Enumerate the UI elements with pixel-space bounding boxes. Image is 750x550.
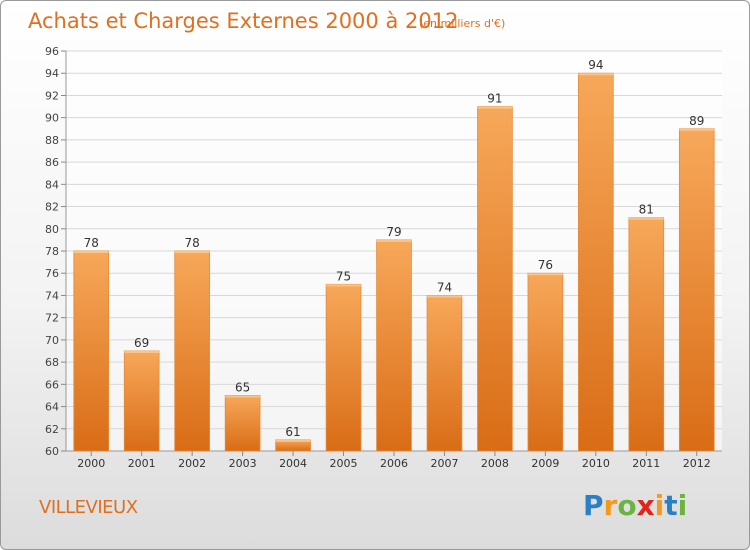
y-tick-label: 60 bbox=[45, 445, 59, 458]
y-tick-label: 76 bbox=[45, 267, 59, 280]
y-tick-label: 80 bbox=[45, 223, 59, 236]
bar-highlight bbox=[225, 395, 261, 398]
logo-letter: i bbox=[677, 489, 688, 522]
bar bbox=[426, 295, 463, 452]
data-label: 65 bbox=[235, 380, 250, 394]
bar bbox=[628, 217, 665, 452]
bar-highlight bbox=[73, 251, 109, 253]
y-tick-label: 68 bbox=[45, 356, 59, 369]
bar bbox=[123, 350, 160, 452]
bar bbox=[578, 72, 614, 452]
bar bbox=[527, 272, 564, 452]
data-label: 61 bbox=[285, 425, 300, 439]
x-tick-label: 2006 bbox=[380, 457, 408, 470]
x-tick-label: 2004 bbox=[279, 457, 307, 470]
logo-letter: t bbox=[664, 489, 678, 522]
data-label: 78 bbox=[84, 236, 99, 250]
logo-letter: o bbox=[617, 489, 637, 522]
bar-highlight bbox=[578, 73, 614, 76]
y-tick-label: 62 bbox=[45, 423, 59, 436]
bar-highlight bbox=[427, 295, 462, 298]
y-tick-label: 78 bbox=[45, 245, 59, 258]
bar-highlight bbox=[326, 284, 361, 287]
bar bbox=[73, 250, 110, 452]
data-label: 79 bbox=[386, 225, 401, 239]
y-tick-label: 84 bbox=[45, 178, 59, 191]
chart-title: Achats et Charges Externes 2000 à 2012 bbox=[28, 9, 459, 33]
x-tick-label: 2002 bbox=[178, 457, 206, 470]
y-tick-label: 64 bbox=[45, 401, 59, 414]
x-tick-label: 2007 bbox=[430, 457, 458, 470]
bar bbox=[325, 283, 362, 452]
y-tick-label: 66 bbox=[45, 378, 59, 391]
data-label: 75 bbox=[336, 269, 351, 283]
bar bbox=[678, 128, 715, 452]
bar-highlight bbox=[376, 239, 412, 242]
logo-letter: x bbox=[636, 489, 655, 522]
x-tick-label: 2009 bbox=[531, 457, 559, 470]
bar-highlight bbox=[124, 351, 160, 353]
y-tick-label: 72 bbox=[45, 312, 59, 325]
bar bbox=[174, 250, 210, 452]
x-tick-label: 2000 bbox=[77, 457, 105, 470]
y-tick-label: 88 bbox=[45, 134, 59, 147]
bar-highlight bbox=[174, 251, 210, 253]
data-label: 91 bbox=[487, 92, 502, 106]
logo-letter: r bbox=[603, 489, 618, 522]
x-tick-label: 2012 bbox=[683, 457, 711, 470]
bar-highlight bbox=[679, 128, 715, 131]
y-tick-label: 92 bbox=[45, 89, 59, 102]
x-tick-label: 2008 bbox=[481, 457, 509, 470]
data-label: 74 bbox=[437, 280, 452, 294]
logo-letter: i bbox=[654, 489, 665, 522]
data-label: 78 bbox=[185, 236, 200, 250]
y-tick-label: 94 bbox=[45, 67, 59, 80]
x-tick-label: 2003 bbox=[229, 457, 257, 470]
y-tick-label: 70 bbox=[45, 334, 59, 347]
chart-subtitle: (en milliers d'€) bbox=[419, 17, 506, 30]
location-label: VILLEVIEUX bbox=[39, 497, 138, 518]
bar bbox=[224, 395, 261, 452]
logo-letter: P bbox=[583, 489, 604, 522]
y-tick-label: 90 bbox=[45, 112, 59, 125]
data-label: 81 bbox=[639, 203, 654, 217]
x-tick-label: 2001 bbox=[128, 457, 156, 470]
y-tick-label: 96 bbox=[45, 45, 59, 58]
y-tick-label: 74 bbox=[45, 289, 59, 302]
x-tick-label: 2005 bbox=[330, 457, 358, 470]
bar-highlight bbox=[275, 439, 311, 442]
data-label: 76 bbox=[538, 258, 553, 272]
y-tick-label: 86 bbox=[45, 156, 59, 169]
bar-highlight bbox=[477, 106, 513, 109]
proxiti-logo: Proxiti bbox=[583, 489, 687, 522]
x-tick-label: 2011 bbox=[632, 457, 660, 470]
bar bbox=[376, 239, 412, 452]
data-label: 94 bbox=[588, 58, 603, 72]
bar bbox=[477, 106, 513, 452]
x-tick-label: 2010 bbox=[582, 457, 610, 470]
data-label: 69 bbox=[134, 336, 149, 350]
bar-highlight bbox=[628, 217, 664, 220]
y-tick-label: 82 bbox=[45, 201, 59, 214]
data-label: 89 bbox=[689, 114, 704, 128]
bar-highlight bbox=[527, 273, 563, 276]
